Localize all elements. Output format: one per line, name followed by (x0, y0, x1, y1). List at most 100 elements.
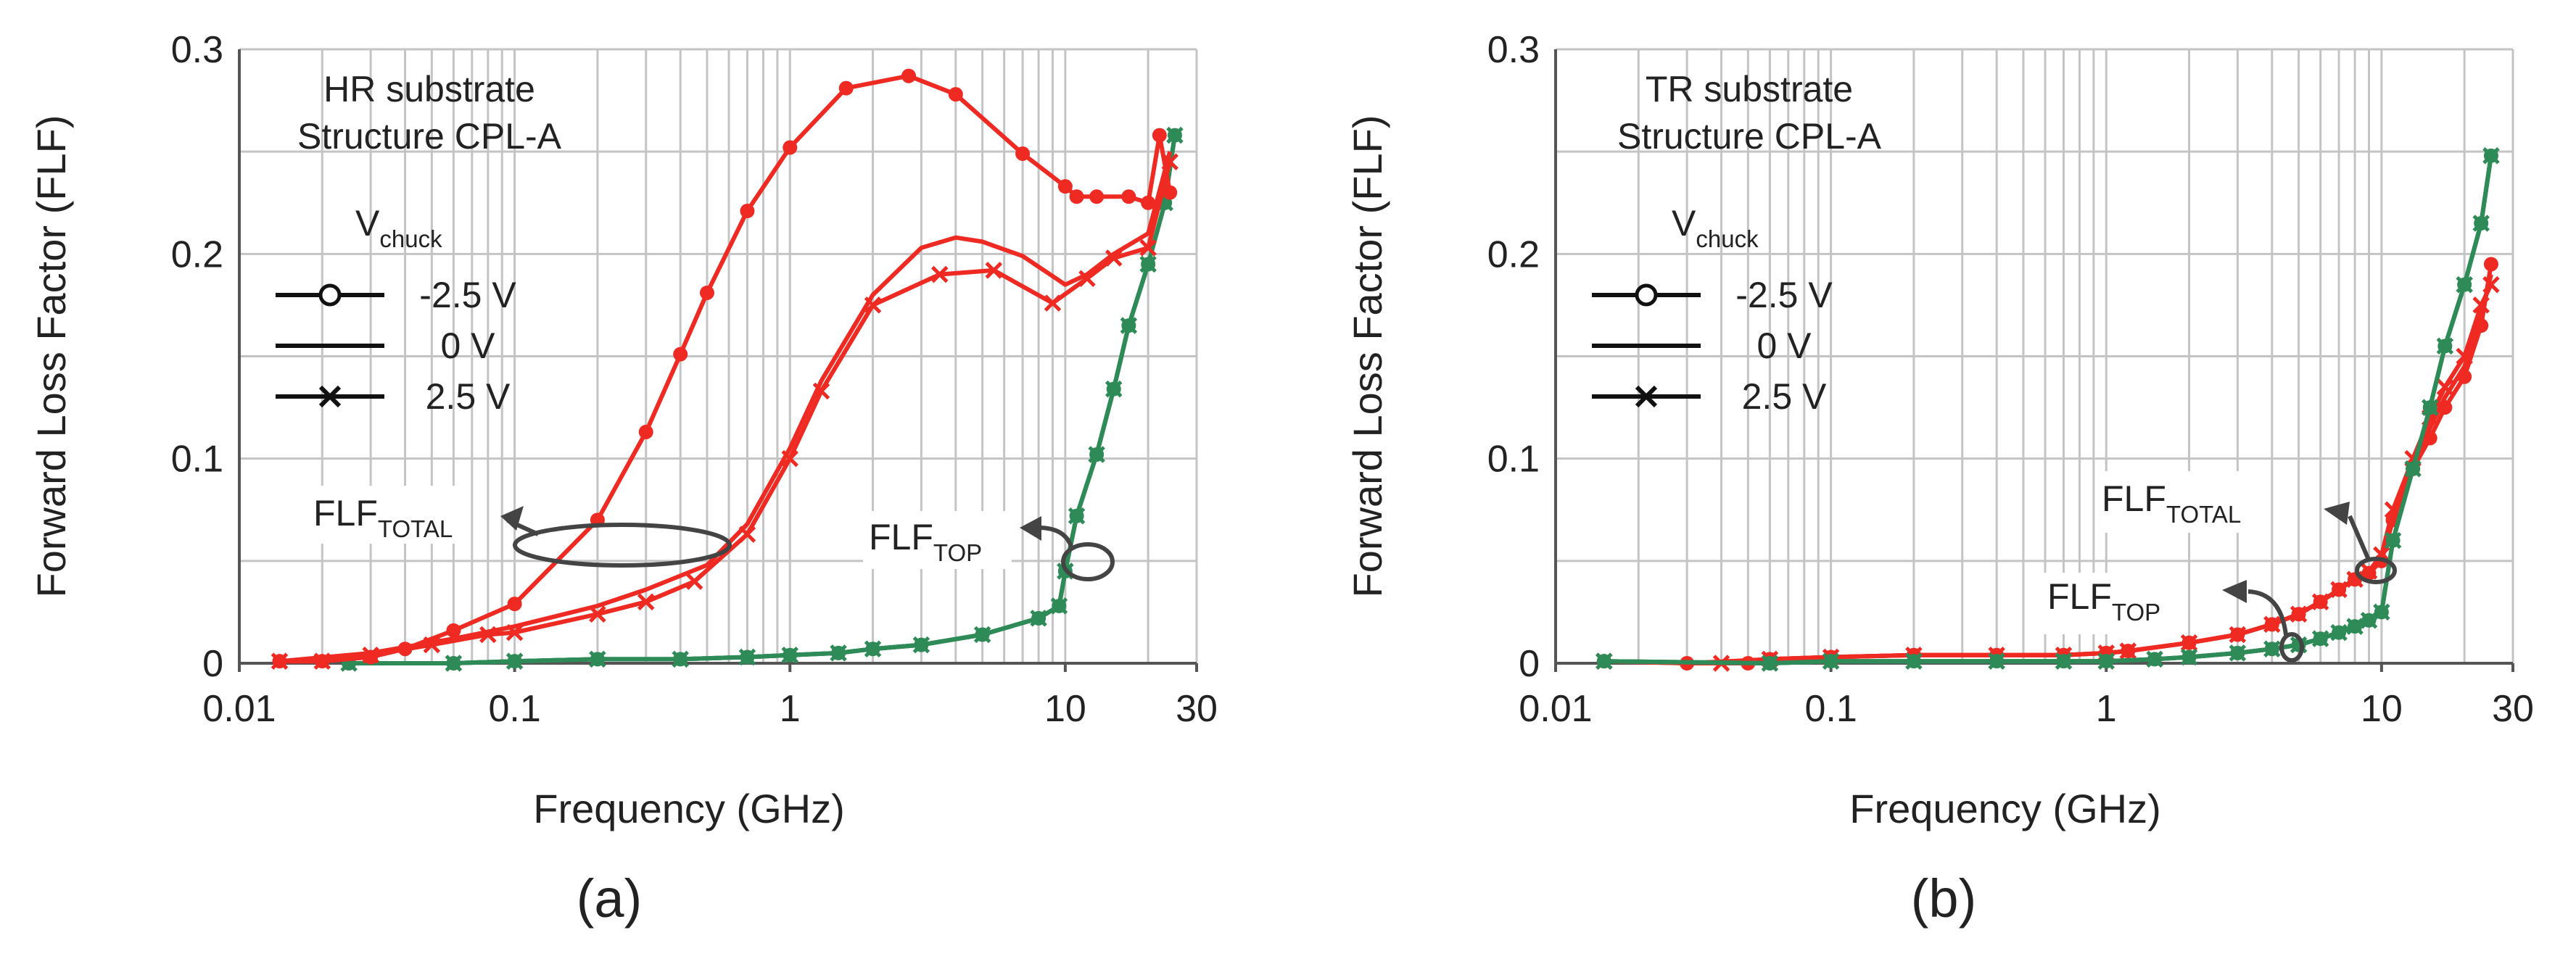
flf-total-label-sub: TOTAL (378, 515, 453, 542)
data-point (505, 652, 524, 670)
legend-title: Vchuck (1672, 203, 1759, 252)
y-tick-label: 0.2 (1487, 233, 1540, 275)
data-point (1166, 126, 1184, 144)
top-arrow-shaft (2247, 589, 2288, 636)
y-tick-label: 0.3 (1487, 29, 1540, 71)
total-ellipse (513, 523, 732, 568)
data-point (2472, 296, 2490, 314)
data-point (1030, 610, 1047, 627)
data-point (446, 623, 461, 638)
data-point (2346, 618, 2364, 635)
data-point (1050, 597, 1068, 615)
label-bg (2096, 471, 2252, 533)
y-tick-label: 0.2 (171, 233, 223, 275)
y-tick-label: 0 (1519, 643, 1540, 685)
flf-total-label: FLFTOTAL (2102, 478, 2241, 528)
data-point (973, 626, 991, 644)
data-point (313, 652, 331, 670)
x-tick-label: 0.1 (1804, 688, 1857, 730)
data-point (912, 636, 930, 654)
data-point (864, 640, 882, 658)
panel-caption: (b) (1911, 868, 1976, 929)
legend-marker-cross (1635, 385, 1658, 408)
data-point (699, 285, 714, 300)
data-point (685, 573, 703, 590)
data-point (838, 80, 854, 96)
label-bg (863, 511, 1012, 569)
x-tick-label: 1 (2096, 688, 2117, 730)
legend-label: -2.5 V (419, 275, 516, 315)
x-axis-label: Frequency (GHz) (1849, 786, 2160, 831)
flf-total-label-main: FLF (2102, 478, 2166, 519)
data-point (2263, 640, 2281, 658)
data-point (271, 652, 289, 670)
data-point (948, 87, 963, 102)
data-point (1141, 195, 1156, 210)
flf-total-label-sub: TOTAL (2166, 501, 2241, 528)
data-point (738, 648, 756, 666)
top-arrow-head (2222, 580, 2247, 603)
total-arrow-head (500, 506, 524, 531)
data-point (2229, 626, 2247, 644)
data-point (2119, 642, 2137, 660)
data-point (783, 140, 798, 155)
data-point (2436, 337, 2454, 355)
data-point (2097, 652, 2115, 670)
data-point (1078, 270, 1096, 287)
total-arrow-shaft (2348, 515, 2371, 561)
y-tick-label: 0 (202, 643, 223, 685)
data-point (2229, 644, 2247, 662)
data-point (1068, 507, 1086, 525)
data-point (637, 593, 655, 611)
legend-marker-circle (318, 283, 342, 307)
data-point (2146, 650, 2163, 668)
data-point (1105, 380, 1123, 398)
legend-label: 2.5 V (1742, 376, 1827, 417)
data-point (1152, 128, 1167, 143)
data-point (479, 626, 497, 644)
legend-title: Vchuck (355, 203, 442, 252)
data-point (1595, 652, 1613, 670)
data-point (1761, 655, 1779, 672)
legend-label: 0 V (440, 325, 495, 366)
data-point (1822, 652, 1840, 670)
data-point (2330, 581, 2348, 599)
data-point (1044, 294, 1062, 312)
data-point (2404, 460, 2422, 478)
data-point (445, 655, 463, 672)
series-top-cross (1595, 147, 2500, 672)
x-axis-label: Frequency (GHz) (533, 786, 844, 831)
data-point (362, 646, 379, 664)
x-tick-label: 0.1 (488, 688, 540, 730)
x-tick-label: 1 (780, 688, 801, 730)
legend-label: 0 V (1756, 325, 1812, 366)
series-top-cross (340, 126, 1184, 672)
data-point (672, 650, 689, 668)
x-tick-label: 0.01 (1519, 688, 1592, 730)
data-point (2436, 378, 2454, 396)
x-tick-label: 10 (2361, 688, 2403, 730)
data-point (740, 204, 755, 219)
data-point (1121, 189, 1136, 204)
label-bg (308, 486, 464, 544)
label-bg (2042, 573, 2172, 634)
data-point (2456, 275, 2473, 294)
data-point (1161, 153, 1178, 171)
flf-top-label-main: FLF (869, 517, 933, 557)
data-point (589, 650, 606, 668)
legend-title-sub: chuck (1696, 225, 1759, 252)
legend-label: 2.5 V (426, 376, 511, 417)
x-tick-label: 0.01 (202, 688, 276, 730)
flf-top-label-sub: TOP (933, 539, 982, 566)
data-point (2421, 399, 2439, 416)
flf-top-label: FLFTOP (869, 517, 982, 566)
legend-label: -2.5 V (1735, 275, 1833, 315)
substrate-label: TR substrate (1646, 69, 1853, 109)
data-point (2456, 347, 2473, 365)
legend-marker-cross (318, 385, 342, 408)
data-point (2373, 603, 2390, 621)
legend-marker-circle (1635, 283, 1658, 307)
chart-panel-a: 0.01 0.1 1 10 30 0 0.1 0.2 0.3 Frequency (GHz) For… (28, 29, 1218, 929)
data-point (2180, 648, 2198, 666)
